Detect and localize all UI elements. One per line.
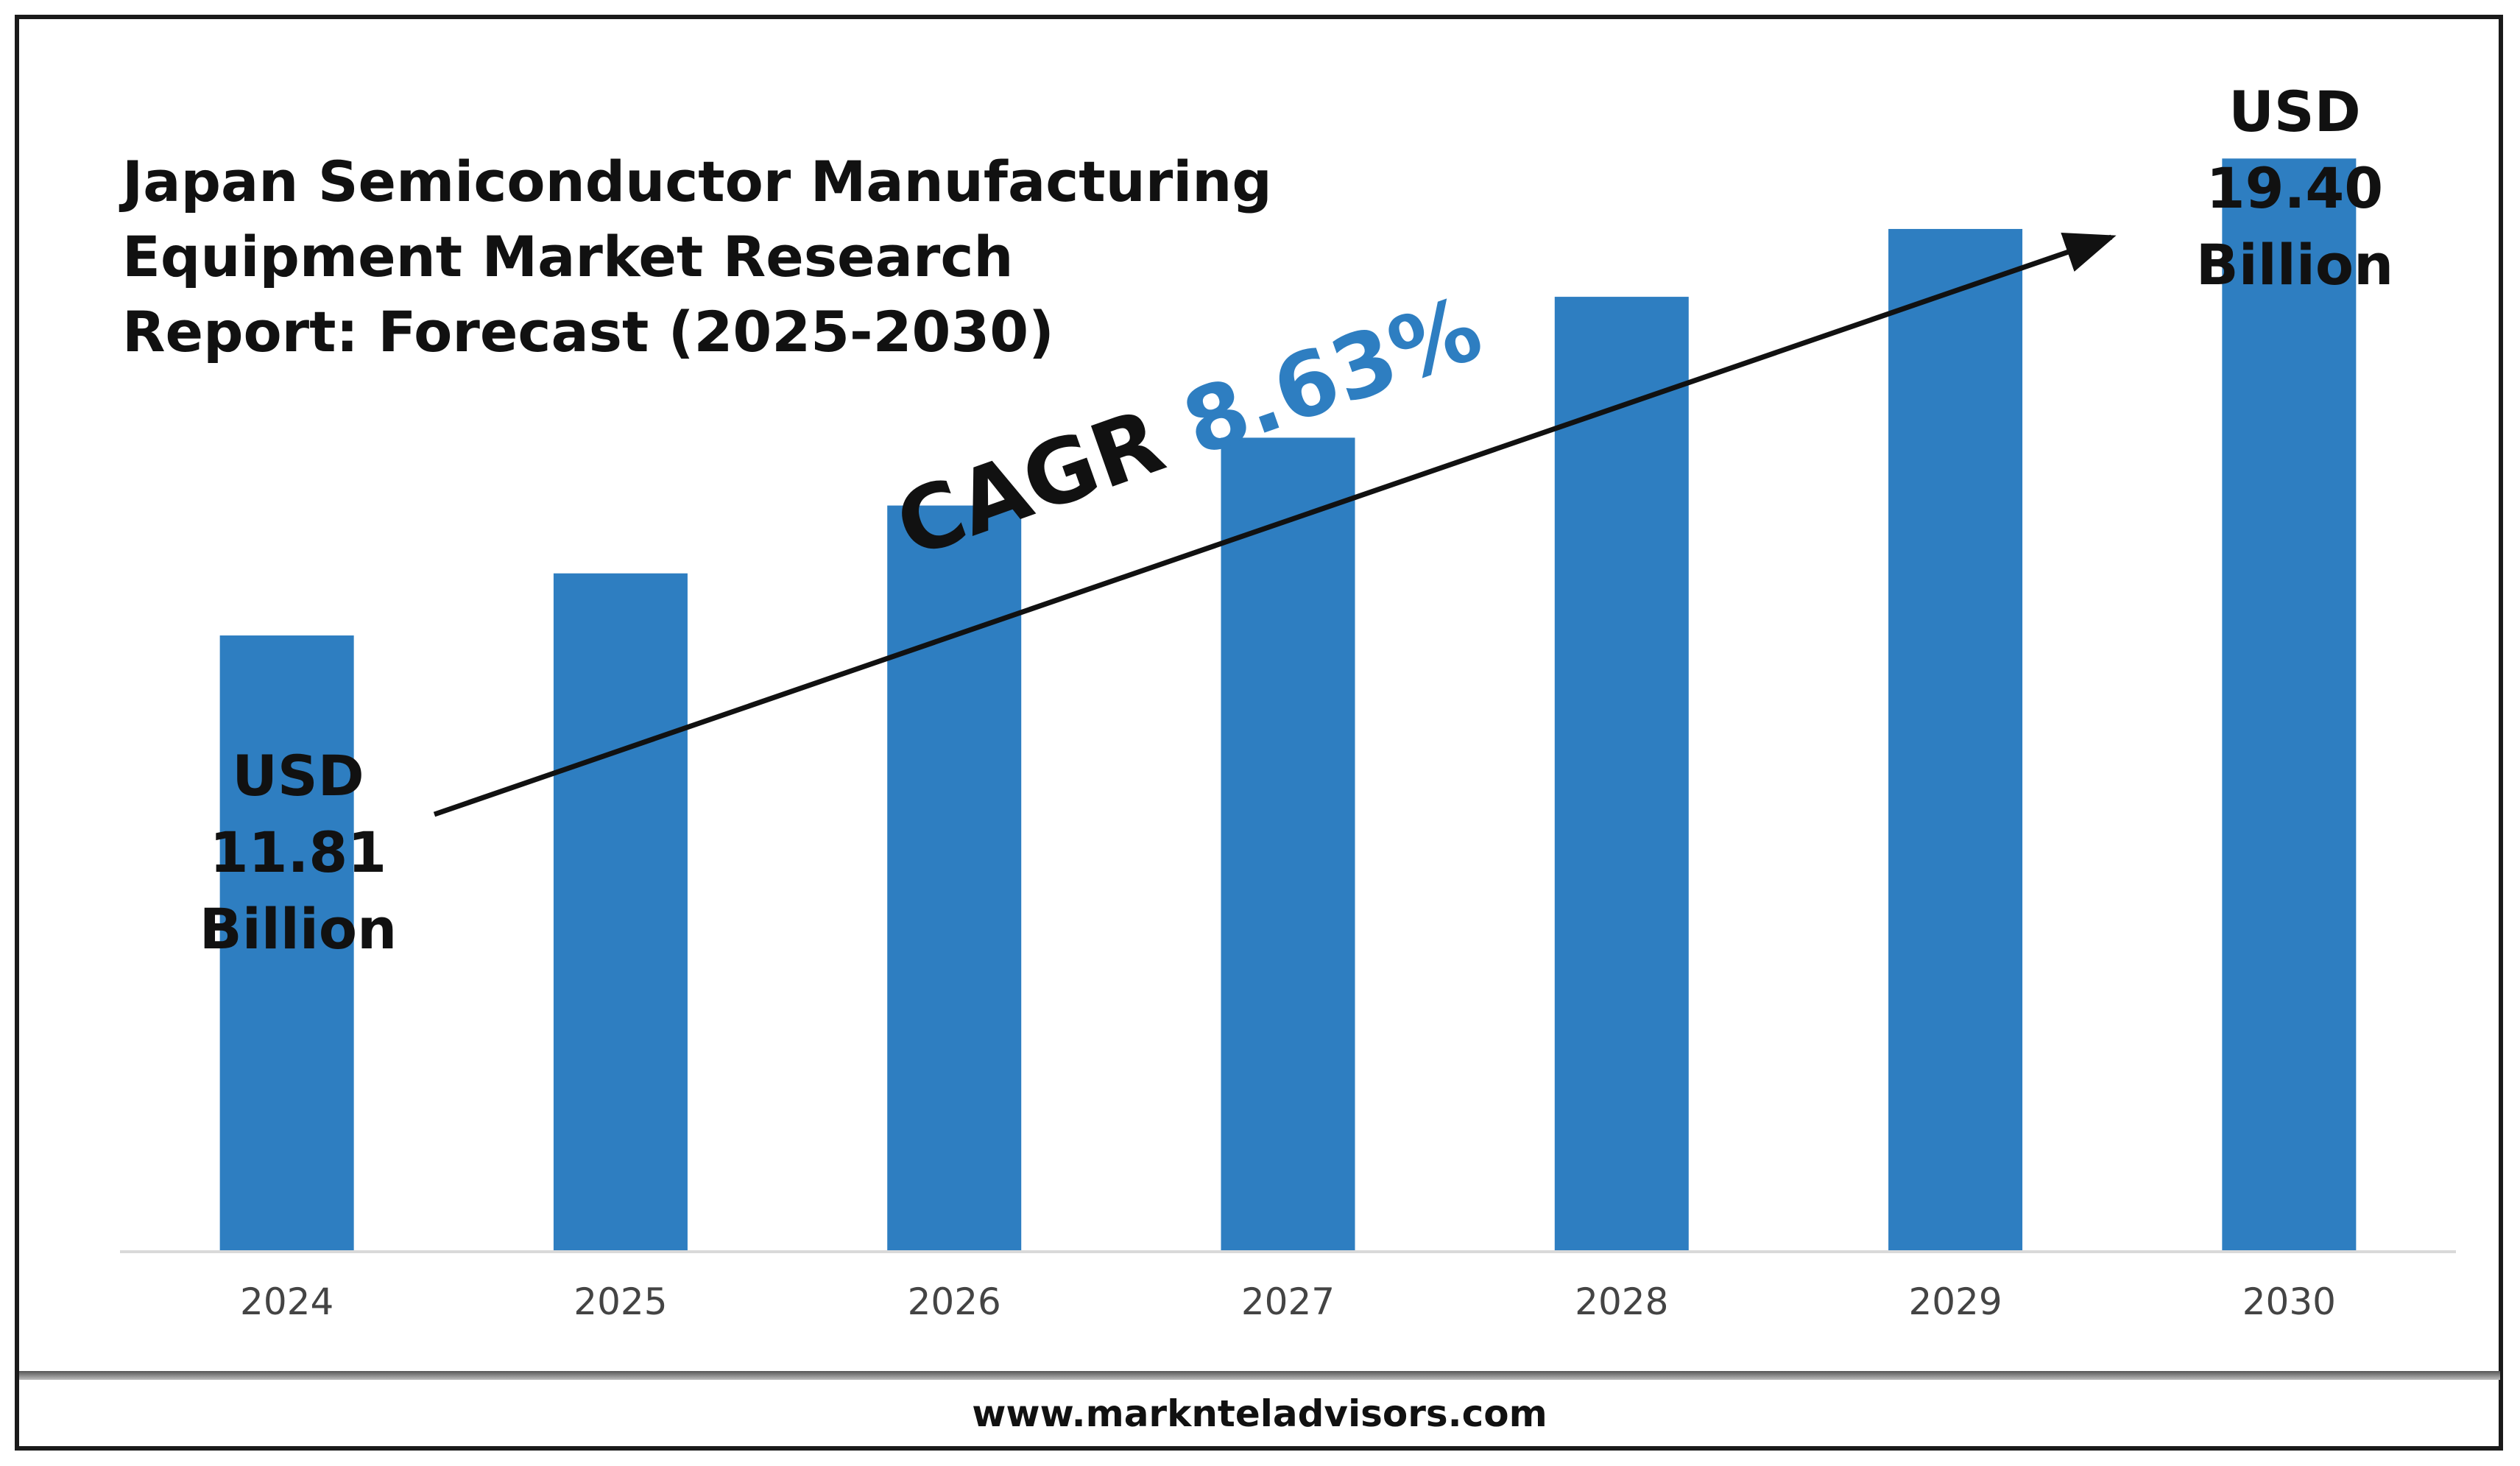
footer-divider [19, 1371, 2500, 1380]
end-value-label: USD 19.40 Billion [2170, 74, 2420, 303]
start-value-unit: Billion [199, 896, 398, 962]
x-tick-label-2025: 2025 [573, 1280, 667, 1323]
start-value-currency: USD [232, 743, 364, 808]
growth-arrow [433, 233, 2117, 817]
bar-2024 [219, 635, 354, 1252]
x-tick-label-2026: 2026 [908, 1280, 1001, 1323]
chart-title: Japan Semiconductor Manufacturing Equipm… [122, 144, 1374, 370]
x-tick-label-2029: 2029 [1908, 1280, 2002, 1323]
x-tick-label-2024: 2024 [240, 1280, 333, 1323]
bar-2030 [2222, 158, 2357, 1252]
bar-2029 [1888, 228, 2023, 1252]
bar-2026 [887, 505, 1022, 1252]
bar-2028 [1554, 297, 1689, 1252]
footer-website: www.marknteladvisors.com [972, 1392, 1547, 1435]
end-value-currency: USD [2228, 79, 2361, 144]
chart-title-line: Equipment Market Research [122, 224, 1014, 289]
x-tick-label-2028: 2028 [1575, 1280, 1668, 1323]
x-tick-label-2030: 2030 [2242, 1280, 2336, 1323]
chart-title-line: Japan Semiconductor Manufacturing [122, 149, 1272, 214]
bar-2025 [553, 573, 688, 1252]
bar-series [219, 158, 2357, 1252]
end-value-amount: 19.40 [2206, 155, 2384, 221]
x-tick-label-2027: 2027 [1241, 1280, 1335, 1323]
bar-2027 [1221, 437, 1355, 1252]
start-value-label: USD 11.81 Billion [173, 738, 423, 968]
start-value-amount: 11.81 [209, 820, 387, 885]
end-value-unit: Billion [2195, 232, 2394, 297]
chart-title-line: Report: Forecast (2025-2030) [122, 299, 1054, 364]
x-axis-tick-labels: 2024 2025 2026 2027 2028 2029 2030 [240, 1280, 2336, 1323]
